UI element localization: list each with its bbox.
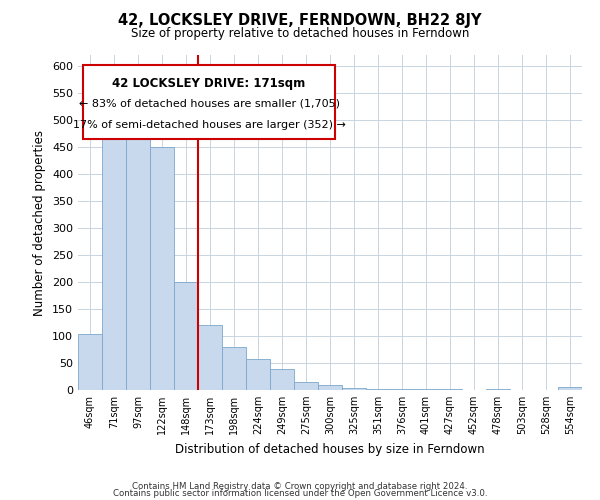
Bar [294,382,318,390]
Bar [126,127,150,390]
FancyBboxPatch shape [83,65,335,138]
Bar [78,334,102,390]
Bar [366,389,390,390]
Text: Contains public sector information licensed under the Open Government Licence v3: Contains public sector information licen… [113,489,487,498]
Bar [390,389,414,390]
Bar [102,127,126,390]
Bar [342,388,366,390]
Bar [558,388,582,390]
Bar [222,347,246,390]
Text: 42, LOCKSLEY DRIVE, FERNDOWN, BH22 8JY: 42, LOCKSLEY DRIVE, FERNDOWN, BH22 8JY [118,12,482,28]
Bar [246,358,270,390]
Bar [174,282,198,390]
Text: 17% of semi-detached houses are larger (352) →: 17% of semi-detached houses are larger (… [73,120,346,130]
Bar [414,389,438,390]
Text: ← 83% of detached houses are smaller (1,705): ← 83% of detached houses are smaller (1,… [79,98,340,108]
Bar [198,325,222,390]
Bar [150,147,174,390]
X-axis label: Distribution of detached houses by size in Ferndown: Distribution of detached houses by size … [175,442,485,456]
Bar [318,384,342,390]
Text: Contains HM Land Registry data © Crown copyright and database right 2024.: Contains HM Land Registry data © Crown c… [132,482,468,491]
Bar [270,370,294,390]
Text: Size of property relative to detached houses in Ferndown: Size of property relative to detached ho… [131,28,469,40]
Text: 42 LOCKSLEY DRIVE: 171sqm: 42 LOCKSLEY DRIVE: 171sqm [112,77,305,90]
Y-axis label: Number of detached properties: Number of detached properties [34,130,46,316]
